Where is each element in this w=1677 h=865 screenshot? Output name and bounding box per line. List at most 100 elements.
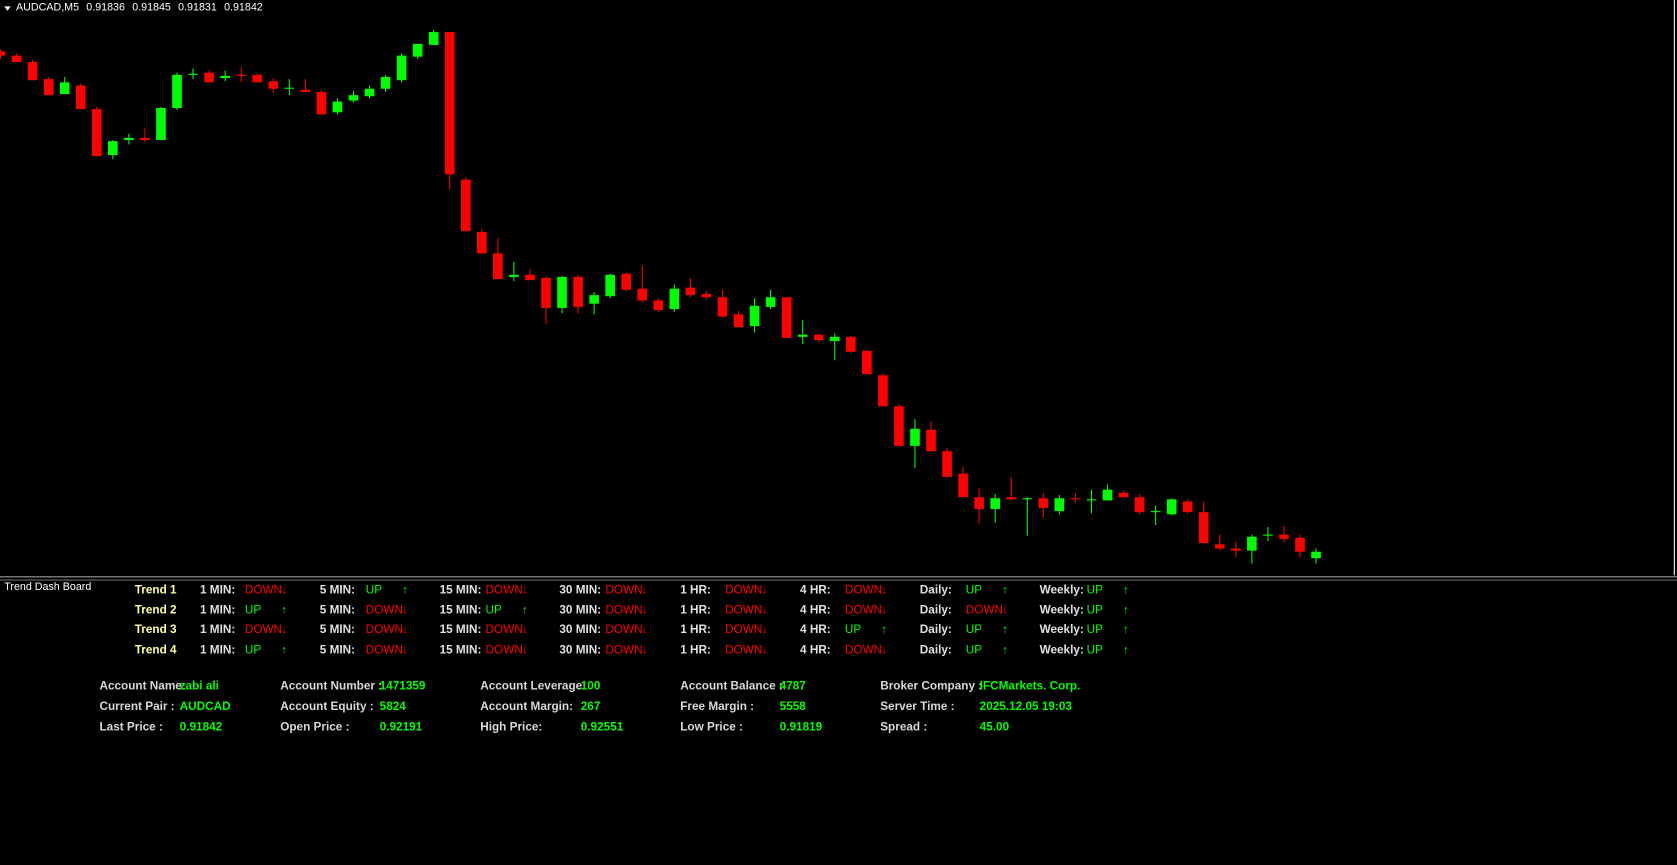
trend-value: DOWN: [485, 583, 523, 597]
account-value: 45.00: [979, 720, 1010, 734]
trend-value: DOWN: [844, 603, 883, 617]
trend-label: Trend 1: [134, 583, 177, 597]
candle-body: [958, 473, 968, 498]
trend-arrow: ↓: [521, 583, 528, 597]
candle-body: [477, 232, 487, 254]
candle-body: [1150, 511, 1161, 513]
candle-body: [75, 85, 86, 110]
candle-body: [685, 287, 696, 296]
trend-value: DOWN: [365, 643, 404, 657]
trend-value: DOWN: [844, 643, 883, 657]
timeframe-label: 1 HR:: [680, 603, 711, 617]
trend-arrow: ↓: [402, 623, 409, 637]
account-value: 5558: [779, 700, 806, 714]
timeframe-label: Weekly:: [1039, 603, 1084, 617]
trend-value: UP: [1086, 583, 1103, 597]
candle-body: [91, 109, 102, 157]
trend-arrow: ↓: [761, 623, 768, 637]
trend-value: UP: [244, 643, 262, 657]
candle-body: [300, 89, 311, 92]
candle-body: [829, 336, 840, 342]
trend-arrow: ↓: [402, 603, 409, 617]
trend-value: DOWN: [605, 623, 643, 637]
candle-body: [509, 274, 519, 277]
trend-arrow: ↑: [281, 643, 288, 657]
trend-value: DOWN: [365, 623, 404, 637]
candle-body: [813, 334, 824, 341]
trend-arrow: ↓: [761, 603, 768, 617]
trend-arrow: ↓: [521, 643, 528, 657]
candle-body: [765, 297, 776, 307]
account-value: zabi ali: [179, 680, 219, 693]
trend-arrow: ↓: [761, 643, 768, 657]
trend-label: Trend 4: [134, 643, 177, 657]
trend-arrow: ↑: [1122, 583, 1129, 597]
candle-body: [653, 300, 664, 311]
timeframe-label: 30 MIN:: [559, 603, 602, 617]
candle-body: [204, 72, 214, 83]
candle-body: [1279, 534, 1289, 539]
trend-value: DOWN: [244, 623, 283, 637]
trend-value: UP: [844, 623, 862, 637]
candle-body: [797, 334, 808, 337]
candle-body: [990, 498, 1001, 509]
trend-value: UP: [965, 623, 983, 637]
timeframe-label: 15 MIN:: [439, 603, 482, 617]
candle-body: [268, 81, 279, 89]
candle-body: [0, 51, 6, 56]
trend-arrow: ↑: [402, 583, 409, 597]
trend-value: DOWN: [605, 603, 643, 617]
account-label: Account Margin:: [480, 700, 574, 714]
candle-body: [733, 314, 744, 328]
account-value: 5824: [379, 700, 406, 714]
timeframe-label: 1 HR:: [680, 623, 711, 637]
candle-body: [1247, 536, 1257, 551]
candle-body: [1198, 512, 1209, 544]
candle-body: [444, 32, 455, 175]
timeframe-label: 15 MIN:: [439, 583, 482, 597]
candle-body: [1038, 498, 1049, 508]
trend-arrow: ↑: [1122, 603, 1129, 617]
trend-value: DOWN: [725, 623, 763, 637]
candle-body: [412, 43, 423, 57]
trend-arrow: ↓: [641, 583, 648, 597]
account-label: Low Price :: [680, 720, 743, 734]
candle-body: [1134, 497, 1145, 513]
candle-body: [428, 32, 439, 45]
candle-body: [974, 497, 984, 509]
candle-body: [1295, 537, 1305, 552]
account-label: Account Name:: [99, 680, 186, 693]
trend-arrow: ↓: [1002, 603, 1009, 617]
candle-body: [220, 75, 230, 79]
trend-arrow: ↑: [1002, 643, 1009, 657]
timeframe-label: 4 HR:: [800, 603, 831, 617]
trend-arrow: ↓: [641, 643, 648, 657]
trend-arrow: ↓: [281, 583, 288, 597]
candle-body: [862, 350, 872, 375]
timeframe-label: 5 MIN:: [319, 583, 356, 597]
timeframe-label: 1 MIN:: [200, 623, 236, 637]
candle-body: [717, 297, 728, 317]
candle-body: [1263, 534, 1273, 536]
trend-arrow: ↑: [881, 623, 888, 637]
trend-arrow: ↓: [281, 623, 288, 637]
candle-body: [380, 76, 391, 89]
trend-arrow: ↓: [881, 603, 888, 617]
candle-body: [1118, 492, 1129, 498]
account-value: 0.92191: [379, 720, 423, 734]
candle-body: [236, 74, 246, 76]
candle-body: [1022, 498, 1033, 500]
candle-body: [605, 274, 615, 297]
candle-body: [1166, 499, 1177, 515]
candle-body: [1102, 489, 1113, 501]
timeframe-label: 1 HR:: [680, 583, 711, 597]
candle-body: [316, 91, 327, 115]
trend-arrow: ↓: [521, 623, 528, 637]
candle-body: [493, 253, 503, 280]
candle-body: [894, 406, 904, 446]
trend-arrow: ↓: [881, 643, 888, 657]
trend-label: Trend 3: [134, 623, 177, 637]
candle-body: [845, 336, 856, 352]
candle-body: [188, 73, 198, 75]
